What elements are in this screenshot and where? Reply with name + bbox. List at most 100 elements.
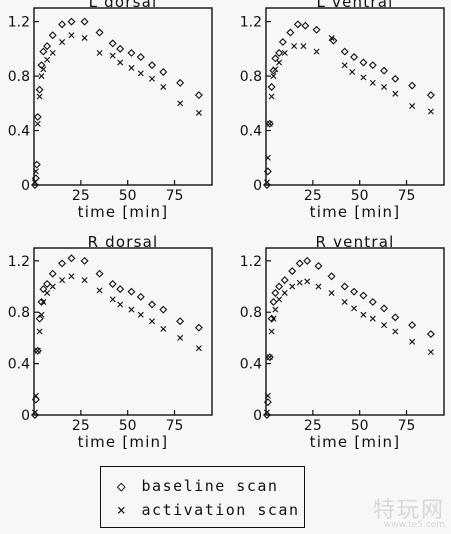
data-point-baseline — [176, 317, 185, 326]
data-point-activation — [270, 315, 277, 322]
data-point-activation — [128, 306, 135, 313]
data-point-baseline — [43, 279, 52, 288]
data-point-baseline — [271, 288, 280, 297]
data-point-baseline — [265, 353, 274, 362]
data-point-activation — [117, 301, 124, 308]
data-point-activation — [128, 64, 135, 71]
y-tick-label: 0 — [253, 408, 262, 424]
data-point-baseline — [48, 31, 57, 40]
x-tick-label: 25 — [72, 418, 90, 434]
data-point-baseline — [148, 61, 157, 70]
x-tick-label: 50 — [351, 418, 369, 434]
y-tick-label: 0.4 — [240, 124, 262, 140]
y-tick-label: 0 — [21, 408, 30, 424]
data-point-activation — [81, 277, 88, 284]
data-point-baseline — [263, 167, 272, 176]
data-point-baseline — [329, 36, 338, 45]
data-point-activation — [36, 328, 43, 335]
series-activation-scan — [263, 278, 434, 416]
data-point-activation — [392, 90, 399, 97]
panel-title: R ventral — [315, 233, 394, 251]
data-point-baseline — [67, 254, 76, 263]
data-point-activation — [296, 279, 303, 286]
data-point-baseline — [159, 68, 168, 76]
data-point-baseline — [359, 58, 368, 67]
x-axis-label: time [min] — [310, 433, 401, 451]
data-point-baseline — [39, 47, 48, 56]
x-tick-label: 25 — [304, 418, 322, 434]
watermark: 特玩网 www.te5.com — [373, 492, 445, 530]
data-point-baseline — [58, 259, 67, 268]
data-point-baseline — [37, 61, 46, 70]
data-point-activation — [276, 59, 283, 66]
data-point-baseline — [33, 112, 42, 121]
data-point-baseline — [327, 272, 336, 281]
data-point-baseline — [286, 28, 295, 37]
data-point-activation — [177, 334, 184, 341]
data-point-activation — [427, 349, 434, 356]
data-point-activation — [313, 48, 320, 55]
data-point-activation — [38, 311, 45, 318]
data-point-activation — [160, 325, 167, 332]
y-tick-label: 0 — [253, 178, 262, 194]
data-point-baseline — [43, 42, 52, 51]
data-point-activation — [360, 311, 367, 318]
data-point-baseline — [408, 321, 417, 330]
data-point-baseline — [391, 313, 400, 322]
data-point-activation — [409, 103, 416, 110]
data-point-baseline — [288, 267, 297, 276]
panel-title: R dorsal — [88, 233, 159, 251]
data-point-activation — [36, 93, 43, 100]
y-tick-label: 1.2 — [240, 254, 262, 270]
data-point-activation — [369, 79, 376, 86]
data-point-baseline — [312, 25, 321, 34]
y-tick-label: 0.4 — [8, 357, 30, 373]
data-point-activation — [266, 120, 273, 127]
data-point-baseline — [35, 314, 44, 323]
data-point-activation — [268, 93, 275, 100]
data-point-activation — [49, 283, 56, 290]
x-tick-label: 50 — [119, 418, 137, 434]
data-point-baseline — [426, 91, 435, 100]
data-point-activation — [137, 70, 144, 77]
data-point-baseline — [48, 269, 57, 278]
data-point-activation — [109, 52, 116, 59]
data-point-baseline — [380, 304, 389, 313]
data-point-baseline — [136, 53, 145, 61]
x-axis-label: time [min] — [78, 433, 169, 451]
data-point-baseline — [39, 285, 48, 294]
y-tick-label: 0.4 — [8, 124, 30, 140]
data-point-activation — [351, 305, 358, 312]
data-point-activation — [149, 75, 156, 82]
y-tick-label: 0.8 — [8, 305, 30, 321]
data-point-activation — [38, 73, 45, 80]
data-point-activation — [34, 120, 41, 127]
data-point-activation — [49, 49, 56, 56]
data-point-baseline — [267, 314, 276, 323]
data-point-baseline — [368, 297, 377, 306]
series-baseline-scan — [30, 254, 203, 419]
data-point-activation — [272, 66, 279, 73]
data-point-activation — [81, 34, 88, 41]
data-point-activation — [409, 338, 416, 345]
data-point-baseline — [67, 17, 76, 26]
data-point-baseline — [301, 21, 310, 30]
plot-frame — [33, 247, 213, 416]
data-point-activation — [44, 289, 51, 296]
data-point-baseline — [32, 160, 41, 169]
data-point-activation — [272, 306, 279, 313]
data-point-activation — [96, 287, 103, 294]
data-point-baseline — [33, 346, 42, 355]
data-point-baseline — [265, 119, 274, 128]
watermark-text: 特玩网 — [372, 498, 445, 523]
data-point-baseline — [127, 48, 136, 57]
data-point-activation — [68, 32, 75, 39]
y-tick-label: 1.2 — [240, 15, 262, 31]
data-point-baseline — [359, 291, 368, 300]
legend-label-baseline: baseline scan — [141, 477, 279, 495]
panel-title: L dorsal — [89, 0, 158, 11]
data-point-activation — [369, 315, 376, 322]
